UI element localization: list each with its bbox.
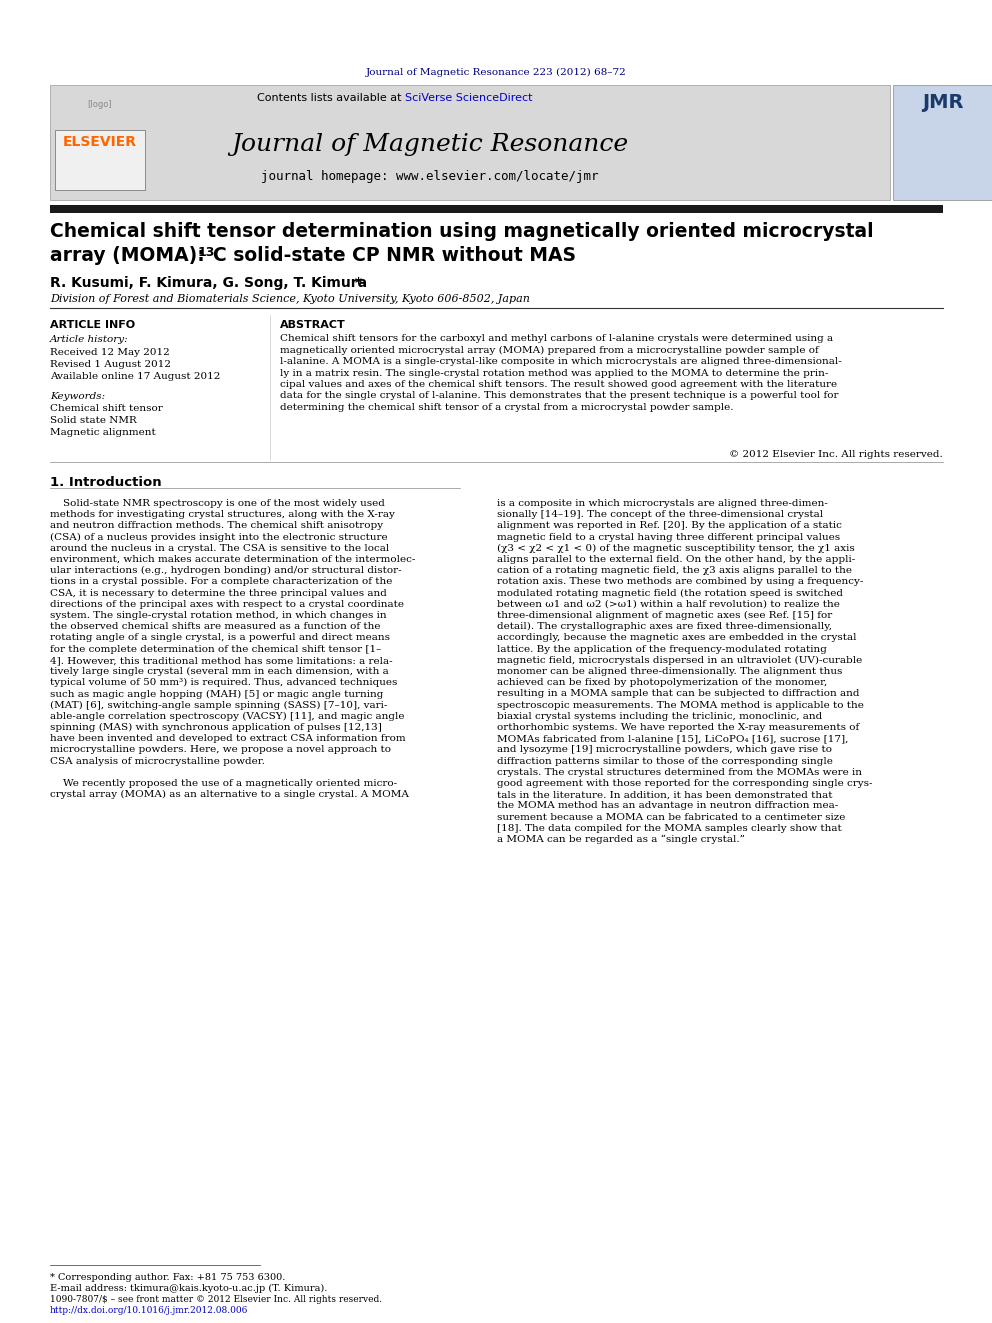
Text: methods for investigating crystal structures, along with the X-ray: methods for investigating crystal struct… xyxy=(50,511,395,519)
Text: spectroscopic measurements. The MOMA method is applicable to the: spectroscopic measurements. The MOMA met… xyxy=(497,701,864,709)
Text: around the nucleus in a crystal. The CSA is sensitive to the local: around the nucleus in a crystal. The CSA… xyxy=(50,544,389,553)
Text: [logo]: [logo] xyxy=(87,101,112,108)
Text: (CSA) of a nucleus provides insight into the electronic structure: (CSA) of a nucleus provides insight into… xyxy=(50,533,388,541)
Text: microcrystalline powders. Here, we propose a novel approach to: microcrystalline powders. Here, we propo… xyxy=(50,745,391,754)
Text: biaxial crystal systems including the triclinic, monoclinic, and: biaxial crystal systems including the tr… xyxy=(497,712,822,721)
Text: for the complete determination of the chemical shift tensor [1–: for the complete determination of the ch… xyxy=(50,644,381,654)
Text: modulated rotating magnetic field (the rotation speed is switched: modulated rotating magnetic field (the r… xyxy=(497,589,843,598)
Text: directions of the principal axes with respect to a crystal coordinate: directions of the principal axes with re… xyxy=(50,599,404,609)
Text: resulting in a MOMA sample that can be subjected to diffraction and: resulting in a MOMA sample that can be s… xyxy=(497,689,859,699)
Text: Contents lists available at: Contents lists available at xyxy=(257,93,405,103)
Text: http://dx.doi.org/10.1016/j.jmr.2012.08.006: http://dx.doi.org/10.1016/j.jmr.2012.08.… xyxy=(50,1306,248,1315)
Text: sionally [14–19]. The concept of the three-dimensional crystal: sionally [14–19]. The concept of the thr… xyxy=(497,511,823,519)
Text: 13: 13 xyxy=(198,246,215,259)
Text: SciVerse ScienceDirect: SciVerse ScienceDirect xyxy=(405,93,533,103)
Text: three-dimensional alignment of magnetic axes (see Ref. [15] for: three-dimensional alignment of magnetic … xyxy=(497,611,832,620)
Text: Chemical shift tensor: Chemical shift tensor xyxy=(50,404,163,413)
Text: between ω1 and ω2 (>ω1) within a half revolution) to realize the: between ω1 and ω2 (>ω1) within a half re… xyxy=(497,599,840,609)
Bar xyxy=(893,85,992,200)
Text: diffraction patterns similar to those of the corresponding single: diffraction patterns similar to those of… xyxy=(497,757,833,766)
Text: Available online 17 August 2012: Available online 17 August 2012 xyxy=(50,372,220,381)
Text: CSA analysis of microcrystalline powder.: CSA analysis of microcrystalline powder. xyxy=(50,757,265,766)
Text: crystal array (MOMA) as an alternative to a single crystal. A MOMA: crystal array (MOMA) as an alternative t… xyxy=(50,790,409,799)
Text: system. The single-crystal rotation method, in which changes in: system. The single-crystal rotation meth… xyxy=(50,611,387,620)
Text: ARTICLE INFO: ARTICLE INFO xyxy=(50,320,135,329)
Text: typical volume of 50 mm³) is required. Thus, advanced techniques: typical volume of 50 mm³) is required. T… xyxy=(50,679,398,688)
Text: Journal of Magnetic Resonance 223 (2012) 68–72: Journal of Magnetic Resonance 223 (2012)… xyxy=(366,67,626,77)
Text: C solid-state CP NMR without MAS: C solid-state CP NMR without MAS xyxy=(213,246,576,265)
Text: such as magic angle hopping (MAH) [5] or magic angle turning: such as magic angle hopping (MAH) [5] or… xyxy=(50,689,383,699)
Text: have been invented and developed to extract CSA information from: have been invented and developed to extr… xyxy=(50,734,406,744)
Text: data for the single crystal of l-alanine. This demonstrates that the present tec: data for the single crystal of l-alanine… xyxy=(280,392,838,401)
Bar xyxy=(55,130,145,191)
Text: 1. Introduction: 1. Introduction xyxy=(50,476,162,490)
Text: Magnetic alignment: Magnetic alignment xyxy=(50,429,156,437)
Text: monomer can be aligned three-dimensionally. The alignment thus: monomer can be aligned three-dimensional… xyxy=(497,667,842,676)
Text: Division of Forest and Biomaterials Science, Kyoto University, Kyoto 606-8502, J: Division of Forest and Biomaterials Scie… xyxy=(50,294,530,304)
Text: the MOMA method has an advantage in neutron diffraction mea-: the MOMA method has an advantage in neut… xyxy=(497,802,838,811)
Text: Revised 1 August 2012: Revised 1 August 2012 xyxy=(50,360,171,369)
Bar xyxy=(50,85,890,200)
Text: accordingly, because the magnetic axes are embedded in the crystal: accordingly, because the magnetic axes a… xyxy=(497,634,856,643)
Text: aligns parallel to the external field. On the other hand, by the appli-: aligns parallel to the external field. O… xyxy=(497,556,855,564)
Text: ular interactions (e.g., hydrogen bonding) and/or structural distor-: ular interactions (e.g., hydrogen bondin… xyxy=(50,566,402,576)
Text: E-mail address: tkimura@kais.kyoto-u.ac.jp (T. Kimura).: E-mail address: tkimura@kais.kyoto-u.ac.… xyxy=(50,1285,327,1293)
Text: R. Kusumi, F. Kimura, G. Song, T. Kimura: R. Kusumi, F. Kimura, G. Song, T. Kimura xyxy=(50,277,367,290)
Text: Received 12 May 2012: Received 12 May 2012 xyxy=(50,348,170,357)
Text: lattice. By the application of the frequency-modulated rotating: lattice. By the application of the frequ… xyxy=(497,644,827,654)
Text: surement because a MOMA can be fabricated to a centimeter size: surement because a MOMA can be fabricate… xyxy=(497,812,845,822)
Text: detail). The crystallographic axes are fixed three-dimensionally,: detail). The crystallographic axes are f… xyxy=(497,622,832,631)
Text: journal homepage: www.elsevier.com/locate/jmr: journal homepage: www.elsevier.com/locat… xyxy=(261,169,599,183)
Text: Solid-state NMR spectroscopy is one of the most widely used: Solid-state NMR spectroscopy is one of t… xyxy=(50,499,385,508)
Text: Article history:: Article history: xyxy=(50,335,129,344)
Text: able-angle correlation spectroscopy (VACSY) [11], and magic angle: able-angle correlation spectroscopy (VAC… xyxy=(50,712,405,721)
Text: tions in a crystal possible. For a complete characterization of the: tions in a crystal possible. For a compl… xyxy=(50,577,393,586)
Text: rotating angle of a single crystal, is a powerful and direct means: rotating angle of a single crystal, is a… xyxy=(50,634,390,643)
Text: cipal values and axes of the chemical shift tensors. The result showed good agre: cipal values and axes of the chemical sh… xyxy=(280,380,837,389)
Text: magnetically oriented microcrystal array (MOMA) prepared from a microcrystalline: magnetically oriented microcrystal array… xyxy=(280,345,818,355)
Text: (MAT) [6], switching-angle sample spinning (SASS) [7–10], vari-: (MAT) [6], switching-angle sample spinni… xyxy=(50,701,387,709)
Text: tals in the literature. In addition, it has been demonstrated that: tals in the literature. In addition, it … xyxy=(497,790,832,799)
Text: and neutron diffraction methods. The chemical shift anisotropy: and neutron diffraction methods. The che… xyxy=(50,521,383,531)
Text: CSA, it is necessary to determine the three principal values and: CSA, it is necessary to determine the th… xyxy=(50,589,387,598)
Text: environment, which makes accurate determination of the intermolec-: environment, which makes accurate determ… xyxy=(50,556,416,564)
Text: © 2012 Elsevier Inc. All rights reserved.: © 2012 Elsevier Inc. All rights reserved… xyxy=(729,450,943,459)
Text: cation of a rotating magnetic field, the χ3 axis aligns parallel to the: cation of a rotating magnetic field, the… xyxy=(497,566,852,576)
Text: Chemical shift tensors for the carboxyl and methyl carbons of l-alanine crystals: Chemical shift tensors for the carboxyl … xyxy=(280,333,833,343)
Text: [18]. The data compiled for the MOMA samples clearly show that: [18]. The data compiled for the MOMA sam… xyxy=(497,824,842,832)
Text: determining the chemical shift tensor of a crystal from a microcrystal powder sa: determining the chemical shift tensor of… xyxy=(280,404,733,411)
Text: Chemical shift tensor determination using magnetically oriented microcrystal: Chemical shift tensor determination usin… xyxy=(50,222,874,241)
Text: We recently proposed the use of a magnetically oriented micro-: We recently proposed the use of a magnet… xyxy=(50,779,397,789)
Text: MOMAs fabricated from l-alanine [15], LiCoPO₄ [16], sucrose [17],: MOMAs fabricated from l-alanine [15], Li… xyxy=(497,734,848,744)
Text: array (MOMA):: array (MOMA): xyxy=(50,246,211,265)
Text: rotation axis. These two methods are combined by using a frequency-: rotation axis. These two methods are com… xyxy=(497,577,863,586)
Text: l-alanine. A MOMA is a single-crystal-like composite in which microcrystals are : l-alanine. A MOMA is a single-crystal-li… xyxy=(280,357,842,366)
Text: *: * xyxy=(355,277,362,290)
Text: spinning (MAS) with synchronous application of pulses [12,13]: spinning (MAS) with synchronous applicat… xyxy=(50,722,382,732)
Text: Journal of Magnetic Resonance: Journal of Magnetic Resonance xyxy=(231,134,629,156)
Text: crystals. The crystal structures determined from the MOMAs were in: crystals. The crystal structures determi… xyxy=(497,767,862,777)
Text: magnetic field, microcrystals dispersed in an ultraviolet (UV)-curable: magnetic field, microcrystals dispersed … xyxy=(497,656,862,665)
Text: Solid state NMR: Solid state NMR xyxy=(50,415,137,425)
Text: a MOMA can be regarded as a “single crystal.”: a MOMA can be regarded as a “single crys… xyxy=(497,835,745,844)
Text: alignment was reported in Ref. [20]. By the application of a static: alignment was reported in Ref. [20]. By … xyxy=(497,521,842,531)
Text: magnetic field to a crystal having three different principal values: magnetic field to a crystal having three… xyxy=(497,533,840,541)
Text: is a composite in which microcrystals are aligned three-dimen-: is a composite in which microcrystals ar… xyxy=(497,499,828,508)
Text: and lysozyme [19] microcrystalline powders, which gave rise to: and lysozyme [19] microcrystalline powde… xyxy=(497,745,832,754)
Text: (χ3 < χ2 < χ1 < 0) of the magnetic susceptibility tensor, the χ1 axis: (χ3 < χ2 < χ1 < 0) of the magnetic susce… xyxy=(497,544,855,553)
Text: ELSEVIER: ELSEVIER xyxy=(63,135,137,149)
Text: JMR: JMR xyxy=(923,93,964,112)
Text: achieved can be fixed by photopolymerization of the monomer,: achieved can be fixed by photopolymeriza… xyxy=(497,679,827,687)
Text: Keywords:: Keywords: xyxy=(50,392,105,401)
Text: ly in a matrix resin. The single-crystal rotation method was applied to the MOMA: ly in a matrix resin. The single-crystal… xyxy=(280,369,828,377)
Text: good agreement with those reported for the corresponding single crys-: good agreement with those reported for t… xyxy=(497,779,873,789)
Text: 4]. However, this traditional method has some limitations: a rela-: 4]. However, this traditional method has… xyxy=(50,656,393,664)
Text: orthorhombic systems. We have reported the X-ray measurements of: orthorhombic systems. We have reported t… xyxy=(497,722,859,732)
Text: the observed chemical shifts are measured as a function of the: the observed chemical shifts are measure… xyxy=(50,622,381,631)
Text: * Corresponding author. Fax: +81 75 753 6300.: * Corresponding author. Fax: +81 75 753 … xyxy=(50,1273,286,1282)
Bar xyxy=(50,205,943,213)
Text: tively large single crystal (several mm in each dimension, with a: tively large single crystal (several mm … xyxy=(50,667,389,676)
Text: ABSTRACT: ABSTRACT xyxy=(280,320,346,329)
Text: 1090-7807/$ – see front matter © 2012 Elsevier Inc. All rights reserved.: 1090-7807/$ – see front matter © 2012 El… xyxy=(50,1295,382,1304)
